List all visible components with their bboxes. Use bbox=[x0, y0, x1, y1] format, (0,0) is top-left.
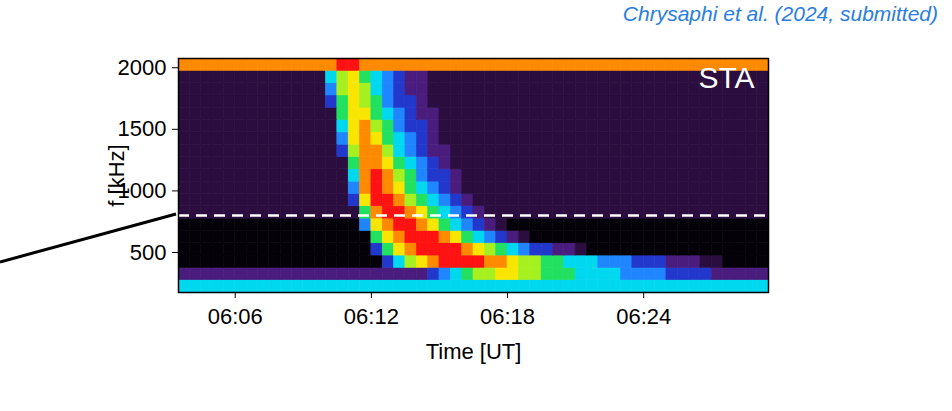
svg-text:500: 500 bbox=[130, 240, 167, 265]
svg-text:06:24: 06:24 bbox=[616, 304, 671, 329]
svg-text:1000: 1000 bbox=[117, 177, 167, 203]
svg-text:STA: STA bbox=[698, 61, 754, 94]
svg-text:06:18: 06:18 bbox=[480, 304, 535, 329]
svg-text:1500: 1500 bbox=[118, 116, 167, 141]
svg-text:Time [UT]: Time [UT] bbox=[426, 339, 522, 364]
svg-text:2000: 2000 bbox=[118, 55, 167, 80]
html-text:Chrysaphi et al. (2024, submit: Chrysaphi et al. (2024, submitted) bbox=[622, 2, 938, 25]
svg-text:f [kHz]: f [kHz] bbox=[104, 144, 129, 206]
svg-text:06:06: 06:06 bbox=[208, 304, 263, 329]
svg-text:06:12: 06:12 bbox=[344, 304, 399, 329]
